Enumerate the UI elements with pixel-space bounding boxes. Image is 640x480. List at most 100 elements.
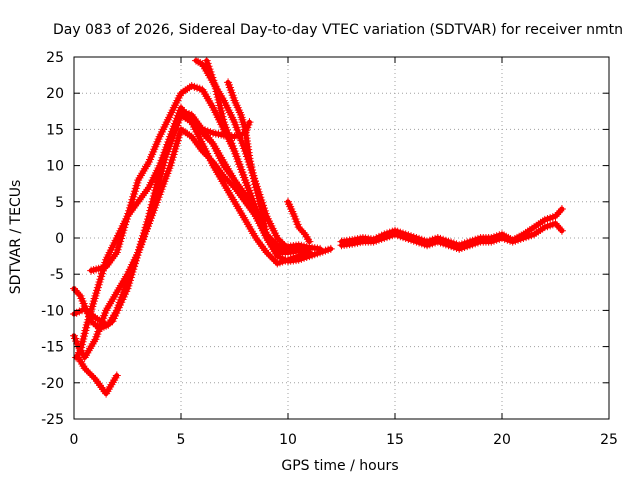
data-point [305, 237, 314, 246]
y-tick-label: -10 [41, 303, 64, 319]
data-point [262, 248, 271, 257]
data-point [184, 114, 193, 123]
data-point [530, 223, 539, 232]
data-point [294, 244, 303, 253]
data-point [534, 220, 543, 229]
data-point [179, 87, 188, 96]
data-point [200, 148, 209, 157]
x-tick-label: 20 [493, 432, 511, 448]
data-point [557, 226, 566, 235]
data-point [226, 179, 235, 188]
data-point [194, 57, 203, 66]
y-tick-label: 25 [46, 50, 64, 66]
x-tick-label: 10 [279, 432, 297, 448]
data-point [205, 136, 214, 145]
data-point [102, 262, 111, 271]
data-point [326, 244, 335, 253]
data-point [181, 128, 190, 137]
data-point [262, 234, 271, 242]
data-point [530, 230, 539, 239]
data-point [91, 375, 100, 384]
data-point [143, 185, 152, 194]
data-point [259, 244, 268, 253]
data-point [275, 235, 284, 244]
data-point [134, 197, 143, 206]
data-point [245, 118, 254, 127]
data-point [536, 226, 545, 235]
data-point [193, 140, 202, 149]
data-point [196, 145, 205, 154]
data-point [186, 116, 195, 125]
data-point [216, 168, 225, 177]
data-point [205, 154, 214, 163]
series-trace-10 [198, 118, 254, 141]
y-tick-label: -15 [41, 340, 64, 356]
data-point [230, 183, 239, 192]
data-point [241, 197, 250, 206]
data-point [294, 223, 303, 232]
data-point [138, 191, 147, 200]
data-point [179, 126, 188, 135]
data-point [258, 242, 267, 251]
data-point [271, 246, 280, 255]
y-tick-label: 10 [46, 159, 64, 175]
series-trace-5 [74, 353, 121, 398]
data-point [538, 224, 547, 233]
data-point [267, 253, 276, 262]
data-point [253, 236, 262, 245]
data-point [93, 315, 102, 324]
x-tick-label: 5 [177, 432, 186, 448]
data-point [296, 224, 305, 233]
data-point [527, 224, 536, 233]
y-tick-label: 15 [46, 122, 64, 138]
data-point [201, 132, 210, 141]
data-point [218, 170, 227, 179]
data-point [89, 319, 98, 328]
data-point [316, 244, 325, 253]
data-point [207, 138, 216, 147]
data-point [297, 226, 306, 235]
data-point [276, 237, 285, 246]
data-point [203, 134, 212, 143]
data-point [80, 364, 89, 373]
data-point [242, 199, 251, 208]
data-point [534, 227, 543, 236]
data-point [91, 320, 100, 329]
data-point [177, 103, 185, 112]
data-point [92, 377, 101, 386]
data-point [137, 193, 146, 202]
data-point [209, 157, 218, 166]
data-point [177, 89, 185, 98]
data-point [86, 369, 95, 378]
data-point [251, 234, 260, 242]
data-point [553, 221, 562, 230]
x-tick-label: 15 [386, 432, 404, 448]
data-point [198, 147, 207, 156]
data-point [74, 290, 83, 299]
series-band [71, 112, 312, 331]
data-point [105, 258, 114, 267]
axis-ticks: 0 5 10 15 20 25 -25 -20 -15 -10 -5 0 5 10 15 20 25 [41, 50, 618, 448]
data-point [201, 150, 210, 159]
data-point [532, 221, 541, 230]
y-tick-label: -5 [50, 267, 64, 283]
data-point [192, 138, 201, 147]
series-trace-13 [337, 219, 566, 253]
data-point [183, 129, 192, 138]
data-point [235, 189, 244, 198]
data-point [280, 241, 289, 250]
data-point [267, 240, 276, 249]
data-point [89, 373, 98, 382]
data-point [256, 240, 265, 249]
data-point [94, 379, 103, 388]
data-point [140, 189, 149, 198]
data-point [525, 226, 534, 235]
data-point [254, 238, 263, 247]
y-tick-label: -20 [41, 376, 64, 392]
data-point [210, 160, 219, 169]
data-points [70, 56, 566, 398]
data-point [112, 371, 121, 380]
data-point [269, 255, 278, 264]
data-point [181, 109, 190, 118]
